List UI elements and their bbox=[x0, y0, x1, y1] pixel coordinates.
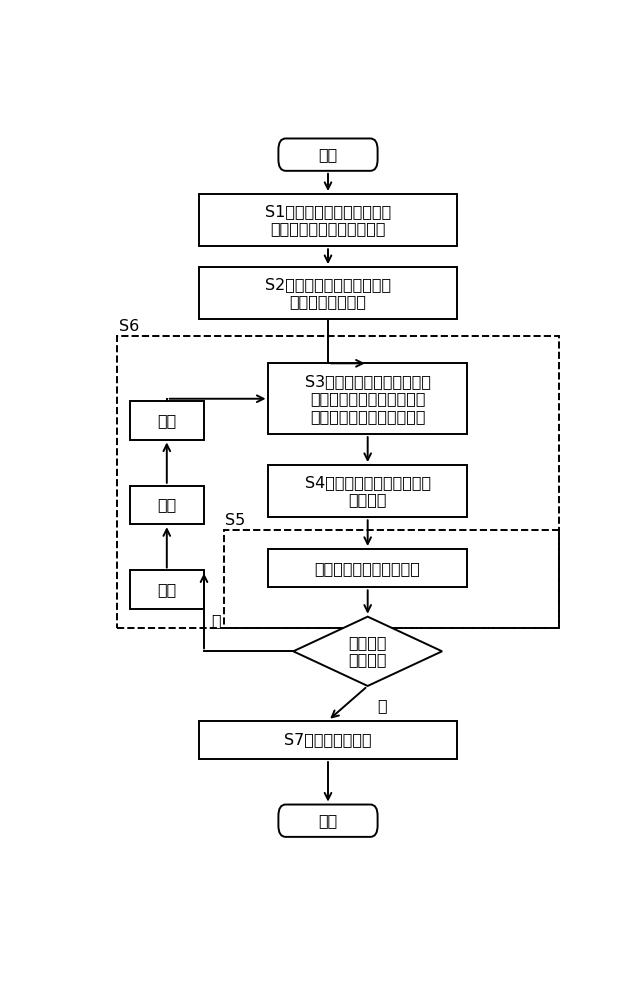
Bar bbox=[117, 336, 559, 628]
Text: S5: S5 bbox=[225, 513, 245, 528]
Bar bbox=[129, 401, 204, 440]
Text: S4，构建目标函数，并计算
目标函数: S4，构建目标函数，并计算 目标函数 bbox=[305, 475, 431, 507]
Bar bbox=[269, 465, 467, 517]
Bar bbox=[129, 486, 204, 524]
Bar bbox=[269, 363, 467, 434]
Text: S7，输出最优个体: S7，输出最优个体 bbox=[284, 732, 372, 747]
Text: S3，将种群解码，获取加强
带布局优化参数，并建立非
线性有限元模型，同时求解: S3，将种群解码，获取加强 带布局优化参数，并建立非 线性有限元模型，同时求解 bbox=[305, 374, 431, 424]
Polygon shape bbox=[293, 617, 442, 686]
FancyBboxPatch shape bbox=[278, 138, 378, 171]
Text: 结束: 结束 bbox=[318, 813, 338, 828]
Text: 否: 否 bbox=[211, 613, 221, 628]
Text: 是否满足
停止准则: 是否满足 停止准则 bbox=[348, 635, 387, 668]
Text: S6: S6 bbox=[118, 319, 139, 334]
Bar bbox=[269, 549, 467, 587]
Bar bbox=[129, 570, 204, 609]
Text: 是: 是 bbox=[378, 698, 387, 713]
Text: 开始: 开始 bbox=[318, 147, 338, 162]
Bar bbox=[199, 721, 457, 759]
Text: S1，确定加强带设计参数，
并构建加强带布局优化参数: S1，确定加强带设计参数， 并构建加强带布局优化参数 bbox=[265, 204, 391, 236]
Text: 选择: 选择 bbox=[157, 582, 177, 597]
Bar bbox=[224, 530, 559, 628]
Bar bbox=[199, 194, 457, 246]
Text: 交义: 交义 bbox=[157, 497, 177, 512]
Text: 变异: 变异 bbox=[157, 413, 177, 428]
FancyBboxPatch shape bbox=[278, 805, 378, 837]
Text: 利用目标函数计算适应度: 利用目标函数计算适应度 bbox=[315, 561, 420, 576]
Text: S2，设定遗传算法参数，并
对种群进行初始化: S2，设定遗传算法参数，并 对种群进行初始化 bbox=[265, 277, 391, 309]
Bar bbox=[199, 267, 457, 319]
